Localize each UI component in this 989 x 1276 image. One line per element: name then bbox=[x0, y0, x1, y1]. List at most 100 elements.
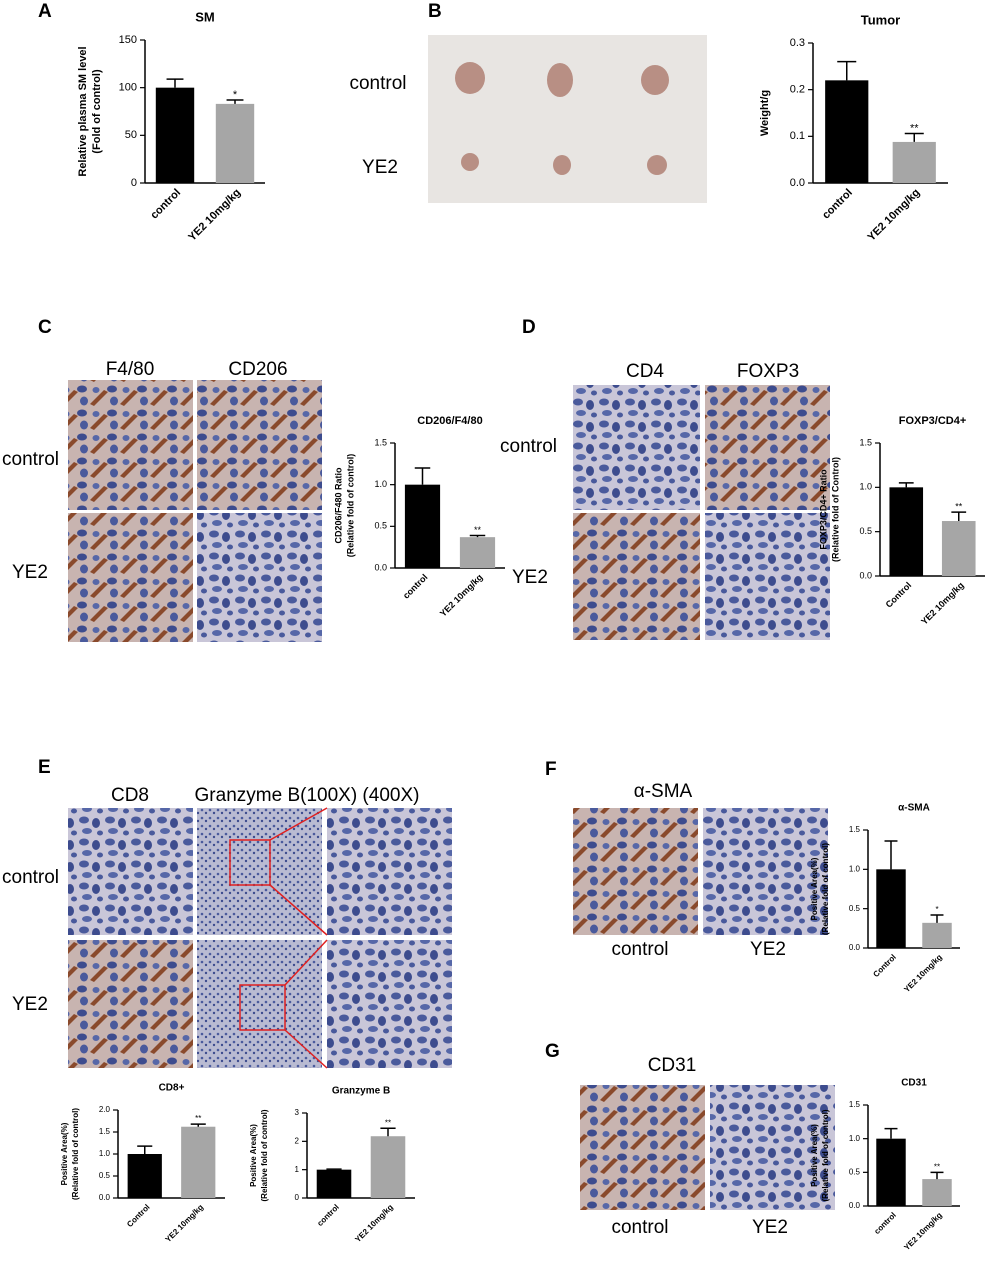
x-tick-label: Control bbox=[884, 580, 914, 610]
x-tick-label: YE2 10mg/kg bbox=[164, 1202, 206, 1244]
column-label: CD206 bbox=[228, 359, 287, 380]
chart-title: Tumor bbox=[861, 12, 900, 27]
panel-label: C bbox=[38, 317, 52, 338]
chart-title: CD31 bbox=[901, 1078, 927, 1089]
micrograph bbox=[68, 940, 193, 1068]
x-tick-label: YE2 10mg/kg bbox=[902, 952, 944, 994]
micrograph bbox=[197, 380, 322, 510]
x-tick-label: control bbox=[315, 1203, 341, 1229]
bar bbox=[876, 1138, 906, 1206]
x-tick-label: YE2 10mg/kg bbox=[902, 1210, 944, 1252]
bar bbox=[215, 103, 255, 183]
error-bar bbox=[884, 1127, 898, 1139]
y-axis-label: (Relative fold of control) bbox=[821, 1109, 830, 1201]
micrograph bbox=[703, 808, 828, 935]
caption: YE2 bbox=[750, 939, 786, 960]
micrograph bbox=[573, 385, 700, 510]
micrograph bbox=[580, 1085, 705, 1210]
y-tick-label: 1.5 bbox=[99, 1127, 111, 1136]
panel-label: G bbox=[545, 1041, 560, 1062]
column-label: Granzyme B(100X) (400X) bbox=[195, 785, 420, 806]
caption: YE2 bbox=[752, 1217, 788, 1238]
x-tick-label: control bbox=[148, 187, 183, 222]
y-axis-label: (Relative fold of Control) bbox=[830, 457, 840, 562]
y-axis-label: Positive Area(%) bbox=[249, 1124, 258, 1187]
y-axis-label: Positive Area(%) bbox=[810, 857, 819, 920]
caption: control bbox=[611, 939, 668, 960]
row-label: YE2 bbox=[362, 157, 398, 178]
y-tick-label: 2.0 bbox=[99, 1105, 111, 1114]
x-tick-label: YE2 10mg/kg bbox=[186, 187, 243, 244]
bar-chart: FOXP3/CD4+ 0.0 0.5 1.0 1.5 FOXP3/CD4+ Ratio (R… bbox=[818, 415, 985, 627]
error-bar bbox=[414, 467, 431, 485]
bar bbox=[889, 487, 924, 576]
bar-chart: SM 0 50 100 150 Relative plasma SM level (Fold… bbox=[77, 9, 265, 244]
bar bbox=[181, 1126, 216, 1198]
y-tick-label: 0.2 bbox=[790, 84, 805, 96]
bar bbox=[404, 484, 441, 568]
column-label: CD8 bbox=[111, 785, 149, 806]
bar bbox=[941, 521, 976, 576]
y-tick-label: 1.0 bbox=[849, 864, 861, 873]
error-bar bbox=[166, 78, 184, 88]
panel-label: D bbox=[522, 317, 536, 338]
y-tick-label: 1.5 bbox=[859, 437, 872, 447]
row-label: control bbox=[349, 73, 406, 94]
y-tick-label: 0.0 bbox=[374, 562, 387, 572]
chart-title: α-SMA bbox=[898, 803, 930, 814]
micrograph bbox=[327, 808, 452, 935]
y-tick-label: 0 bbox=[131, 177, 137, 189]
caption: control bbox=[611, 1217, 668, 1238]
y-axis-label: Weight/g bbox=[759, 90, 771, 136]
panel-label: B bbox=[428, 1, 442, 22]
bar bbox=[825, 80, 869, 183]
micrograph bbox=[197, 808, 322, 935]
y-axis-label: Positive Area(%) bbox=[60, 1122, 69, 1185]
y-tick-label: 0.5 bbox=[99, 1171, 111, 1180]
y-tick-label: 1.5 bbox=[374, 437, 387, 447]
micrograph bbox=[68, 808, 193, 935]
significance: ** bbox=[910, 122, 919, 134]
chart-title: CD206/F4/80 bbox=[417, 415, 482, 427]
y-axis-label: Relative plasma SM level bbox=[77, 46, 89, 176]
micrograph bbox=[68, 513, 193, 642]
micrograph bbox=[710, 1085, 835, 1210]
y-tick-label: 0.0 bbox=[99, 1193, 111, 1202]
error-bar bbox=[930, 1171, 944, 1180]
y-tick-label: 0.0 bbox=[790, 177, 805, 189]
error-bar bbox=[326, 1168, 342, 1170]
micrograph bbox=[705, 513, 830, 640]
error-bar bbox=[190, 1123, 206, 1127]
panel-label: F bbox=[545, 759, 557, 780]
y-axis-label: (Relative fold of control) bbox=[260, 1109, 269, 1201]
column-label: CD31 bbox=[648, 1055, 697, 1076]
bar-chart: Granzyme B 0 1 2 3 Positive Area(%) (Relative … bbox=[249, 1086, 415, 1244]
micrograph bbox=[573, 808, 698, 935]
row-label: YE2 bbox=[12, 562, 48, 583]
error-bar bbox=[904, 132, 924, 142]
bar bbox=[316, 1169, 352, 1198]
bar bbox=[892, 141, 936, 183]
y-axis-label: Positive Area(%) bbox=[810, 1124, 819, 1187]
y-axis-label: FOXP3/CD4+ Ratio bbox=[818, 469, 828, 550]
column-label: α-SMA bbox=[634, 781, 693, 802]
error-bar bbox=[137, 1145, 153, 1154]
x-tick-label: YE2 10mg/kg bbox=[438, 572, 485, 619]
y-tick-label: 1.0 bbox=[99, 1149, 111, 1158]
y-axis-label: CD206/F480 Ratio bbox=[333, 467, 343, 544]
chart-title: FOXP3/CD4+ bbox=[899, 415, 967, 427]
bar bbox=[876, 869, 906, 948]
significance: ** bbox=[955, 502, 963, 512]
bar bbox=[127, 1154, 162, 1198]
error-bar bbox=[837, 60, 857, 81]
y-tick-label: 0.5 bbox=[849, 1167, 861, 1176]
micrographs bbox=[68, 35, 835, 1210]
y-tick-label: 1.5 bbox=[849, 1100, 861, 1109]
chart-title: SM bbox=[195, 9, 215, 24]
tumor-photo bbox=[428, 35, 707, 203]
significance: ** bbox=[195, 1114, 201, 1123]
bar-chart: CD206/F4/80 0.0 0.5 1.0 1.5 CD206/F480 Ratio(… bbox=[333, 415, 505, 619]
y-tick-label: 0.5 bbox=[859, 526, 872, 536]
error-bar bbox=[884, 840, 898, 870]
